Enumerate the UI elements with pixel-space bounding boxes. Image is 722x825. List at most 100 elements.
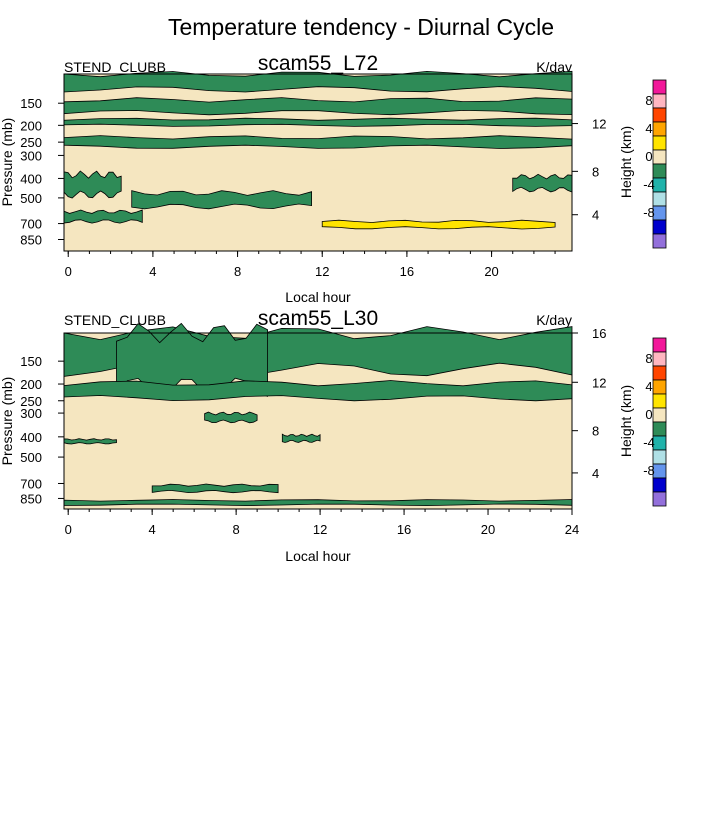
- panel-2-htick-label-4: 4: [592, 466, 599, 481]
- panel-2-ptick-label-400: 400: [20, 430, 42, 445]
- panel-2-xtick-label-12: 12: [313, 522, 327, 537]
- panel-2-right-ylabel: Height (km): [618, 385, 634, 457]
- colorbar-2-box: [652, 491, 667, 507]
- panel-2-green-region-level-400b: [281, 433, 321, 443]
- colorbar-1-box: [652, 93, 667, 109]
- panel-2-xlabel: Local hour: [285, 548, 351, 564]
- panel-1-ptick-label-700: 700: [20, 217, 42, 232]
- colorbar-2-box: [652, 365, 667, 381]
- colorbar-2-box: [652, 477, 667, 493]
- panel-2-title: scam55_L30: [258, 307, 378, 330]
- colorbar-2-box: [652, 379, 667, 395]
- panel-2: STEND_CLUBB scam55_L30 K/day 0 4 8 12 16 20 24…: [0, 307, 634, 564]
- panel-2-ptick-label-200: 200: [20, 377, 42, 392]
- panel-2-ptick-label-300: 300: [20, 406, 42, 421]
- panel-2-xtick-label-16: 16: [397, 522, 411, 537]
- panel-2-ptick-label-150: 150: [20, 354, 42, 369]
- panel-2-green-region-mid-blob-290: [204, 411, 258, 424]
- panel-1-frame: [63, 73, 573, 252]
- panel-1-ptick-label-400: 400: [20, 171, 42, 186]
- panel-1-ptick-label-250: 250: [20, 135, 42, 150]
- panel-2-htick-label-8: 8: [592, 424, 599, 439]
- panel-1-xtick-label-12: 12: [315, 264, 329, 279]
- panel-1-ptick-label-300: 300: [20, 148, 42, 163]
- panel-1-units: K/day: [536, 59, 572, 75]
- colorbar-1-box: [652, 205, 667, 221]
- panel-1-right-ylabel: Height (km): [618, 126, 634, 198]
- colorbar-1-label-0: 0: [645, 149, 652, 164]
- panel-2-htick-label-16: 16: [592, 326, 606, 341]
- colorbar-1-box: [652, 107, 667, 123]
- panel-1-left-label: STEND_CLUBB: [64, 59, 166, 75]
- colorbar-2-label-0: 0: [645, 407, 652, 422]
- panel-2-xtick-label-0: 0: [65, 522, 72, 537]
- colorbar-2: 8 4 0 -4 -8: [643, 337, 667, 507]
- panel-1-xlabel: Local hour: [285, 289, 351, 305]
- panel-1-xtick-label-4: 4: [149, 264, 156, 279]
- colorbar-2-label-8: 8: [645, 351, 652, 366]
- panel-1-ptick-label-850: 850: [20, 232, 42, 247]
- panel-1-xtick-label-8: 8: [234, 264, 241, 279]
- panel-2-frame: [63, 332, 573, 510]
- colorbar-1-box: [652, 163, 667, 179]
- panel-1-yellow-region-pbl-top-warming: [321, 219, 556, 230]
- panel-2-ptick-label-250: 250: [20, 394, 42, 409]
- colorbar-1-box: [652, 219, 667, 235]
- panel-2-ptick-label-500: 500: [20, 450, 42, 465]
- panel-2-xtick-label-20: 20: [481, 522, 495, 537]
- panel-1-green-region-mid-band: [131, 190, 312, 210]
- colorbar-2-box: [652, 393, 667, 409]
- figure-title: Temperature tendency - Diurnal Cycle: [168, 14, 554, 40]
- colorbar-2-box: [652, 421, 667, 437]
- panel-1-green-region-lower-streak: [63, 209, 143, 224]
- panel-2-contours: [63, 322, 573, 507]
- panel-2-ptick-label-700: 700: [20, 476, 42, 491]
- panel-1-ylabel: Pressure (mb): [0, 118, 15, 207]
- colorbar-2-box: [652, 463, 667, 479]
- panel-2-xtick-label-8: 8: [233, 522, 240, 537]
- panel-1-green-region-mid-blob-left: [63, 170, 122, 199]
- colorbar-1-box: [652, 79, 667, 95]
- colorbar-1-label--4: -4: [643, 177, 655, 192]
- colorbar-2-label--8: -8: [643, 463, 655, 478]
- colorbar-2-label--4: -4: [643, 435, 655, 450]
- panel-2-green-region-level-400: [63, 438, 117, 445]
- panel-2-xtick-label-24: 24: [565, 522, 579, 537]
- colorbar-1-box: [652, 233, 667, 249]
- colorbar-1: 8 4 0 -4 -8: [643, 79, 667, 249]
- colorbar-1-box: [652, 191, 667, 207]
- panel-2-htick-label-12: 12: [592, 375, 606, 390]
- colorbar-1-label--8: -8: [643, 205, 655, 220]
- panel-1-xtick-label-20: 20: [484, 264, 498, 279]
- panel-1: STEND_CLUBB scam55_L72 K/day 0 4 8 12 16 20 15…: [0, 52, 634, 305]
- panel-1-xtick-label-16: 16: [400, 264, 414, 279]
- colorbar-2-box: [652, 407, 667, 423]
- colorbar-2-box: [652, 435, 667, 451]
- colorbar-1-label-8: 8: [645, 93, 652, 108]
- panel-2-ptick-label-850: 850: [20, 491, 42, 506]
- colorbar-2-box: [652, 351, 667, 367]
- colorbar-2-label-4: 4: [645, 379, 652, 394]
- colorbar-1-box: [652, 135, 667, 151]
- colorbar-2-box: [652, 449, 667, 465]
- panel-2-xtick-label-4: 4: [149, 522, 156, 537]
- colorbar-1-box: [652, 149, 667, 165]
- colorbar-1-label-4: 4: [645, 121, 652, 136]
- panel-1-htick-label-8: 8: [592, 164, 599, 179]
- panel-2-units: K/day: [536, 312, 572, 328]
- colorbar-1-box: [652, 121, 667, 137]
- panel-2-green-region-low-blob-720: [151, 483, 279, 494]
- panel-1-ptick-label-500: 500: [20, 191, 42, 206]
- panel-1-title: scam55_L72: [258, 52, 378, 75]
- colorbar-1-box: [652, 177, 667, 193]
- panel-2-left-label: STEND_CLUBB: [64, 312, 166, 328]
- panel-1-xtick-label-0: 0: [65, 264, 72, 279]
- panel-1-ptick-label-200: 200: [20, 118, 42, 133]
- panel-1-ptick-label-150: 150: [20, 96, 42, 111]
- panel-2-ylabel: Pressure (mb): [0, 377, 15, 466]
- panel-1-htick-label-12: 12: [592, 117, 606, 132]
- panel-1-htick-label-4: 4: [592, 208, 599, 223]
